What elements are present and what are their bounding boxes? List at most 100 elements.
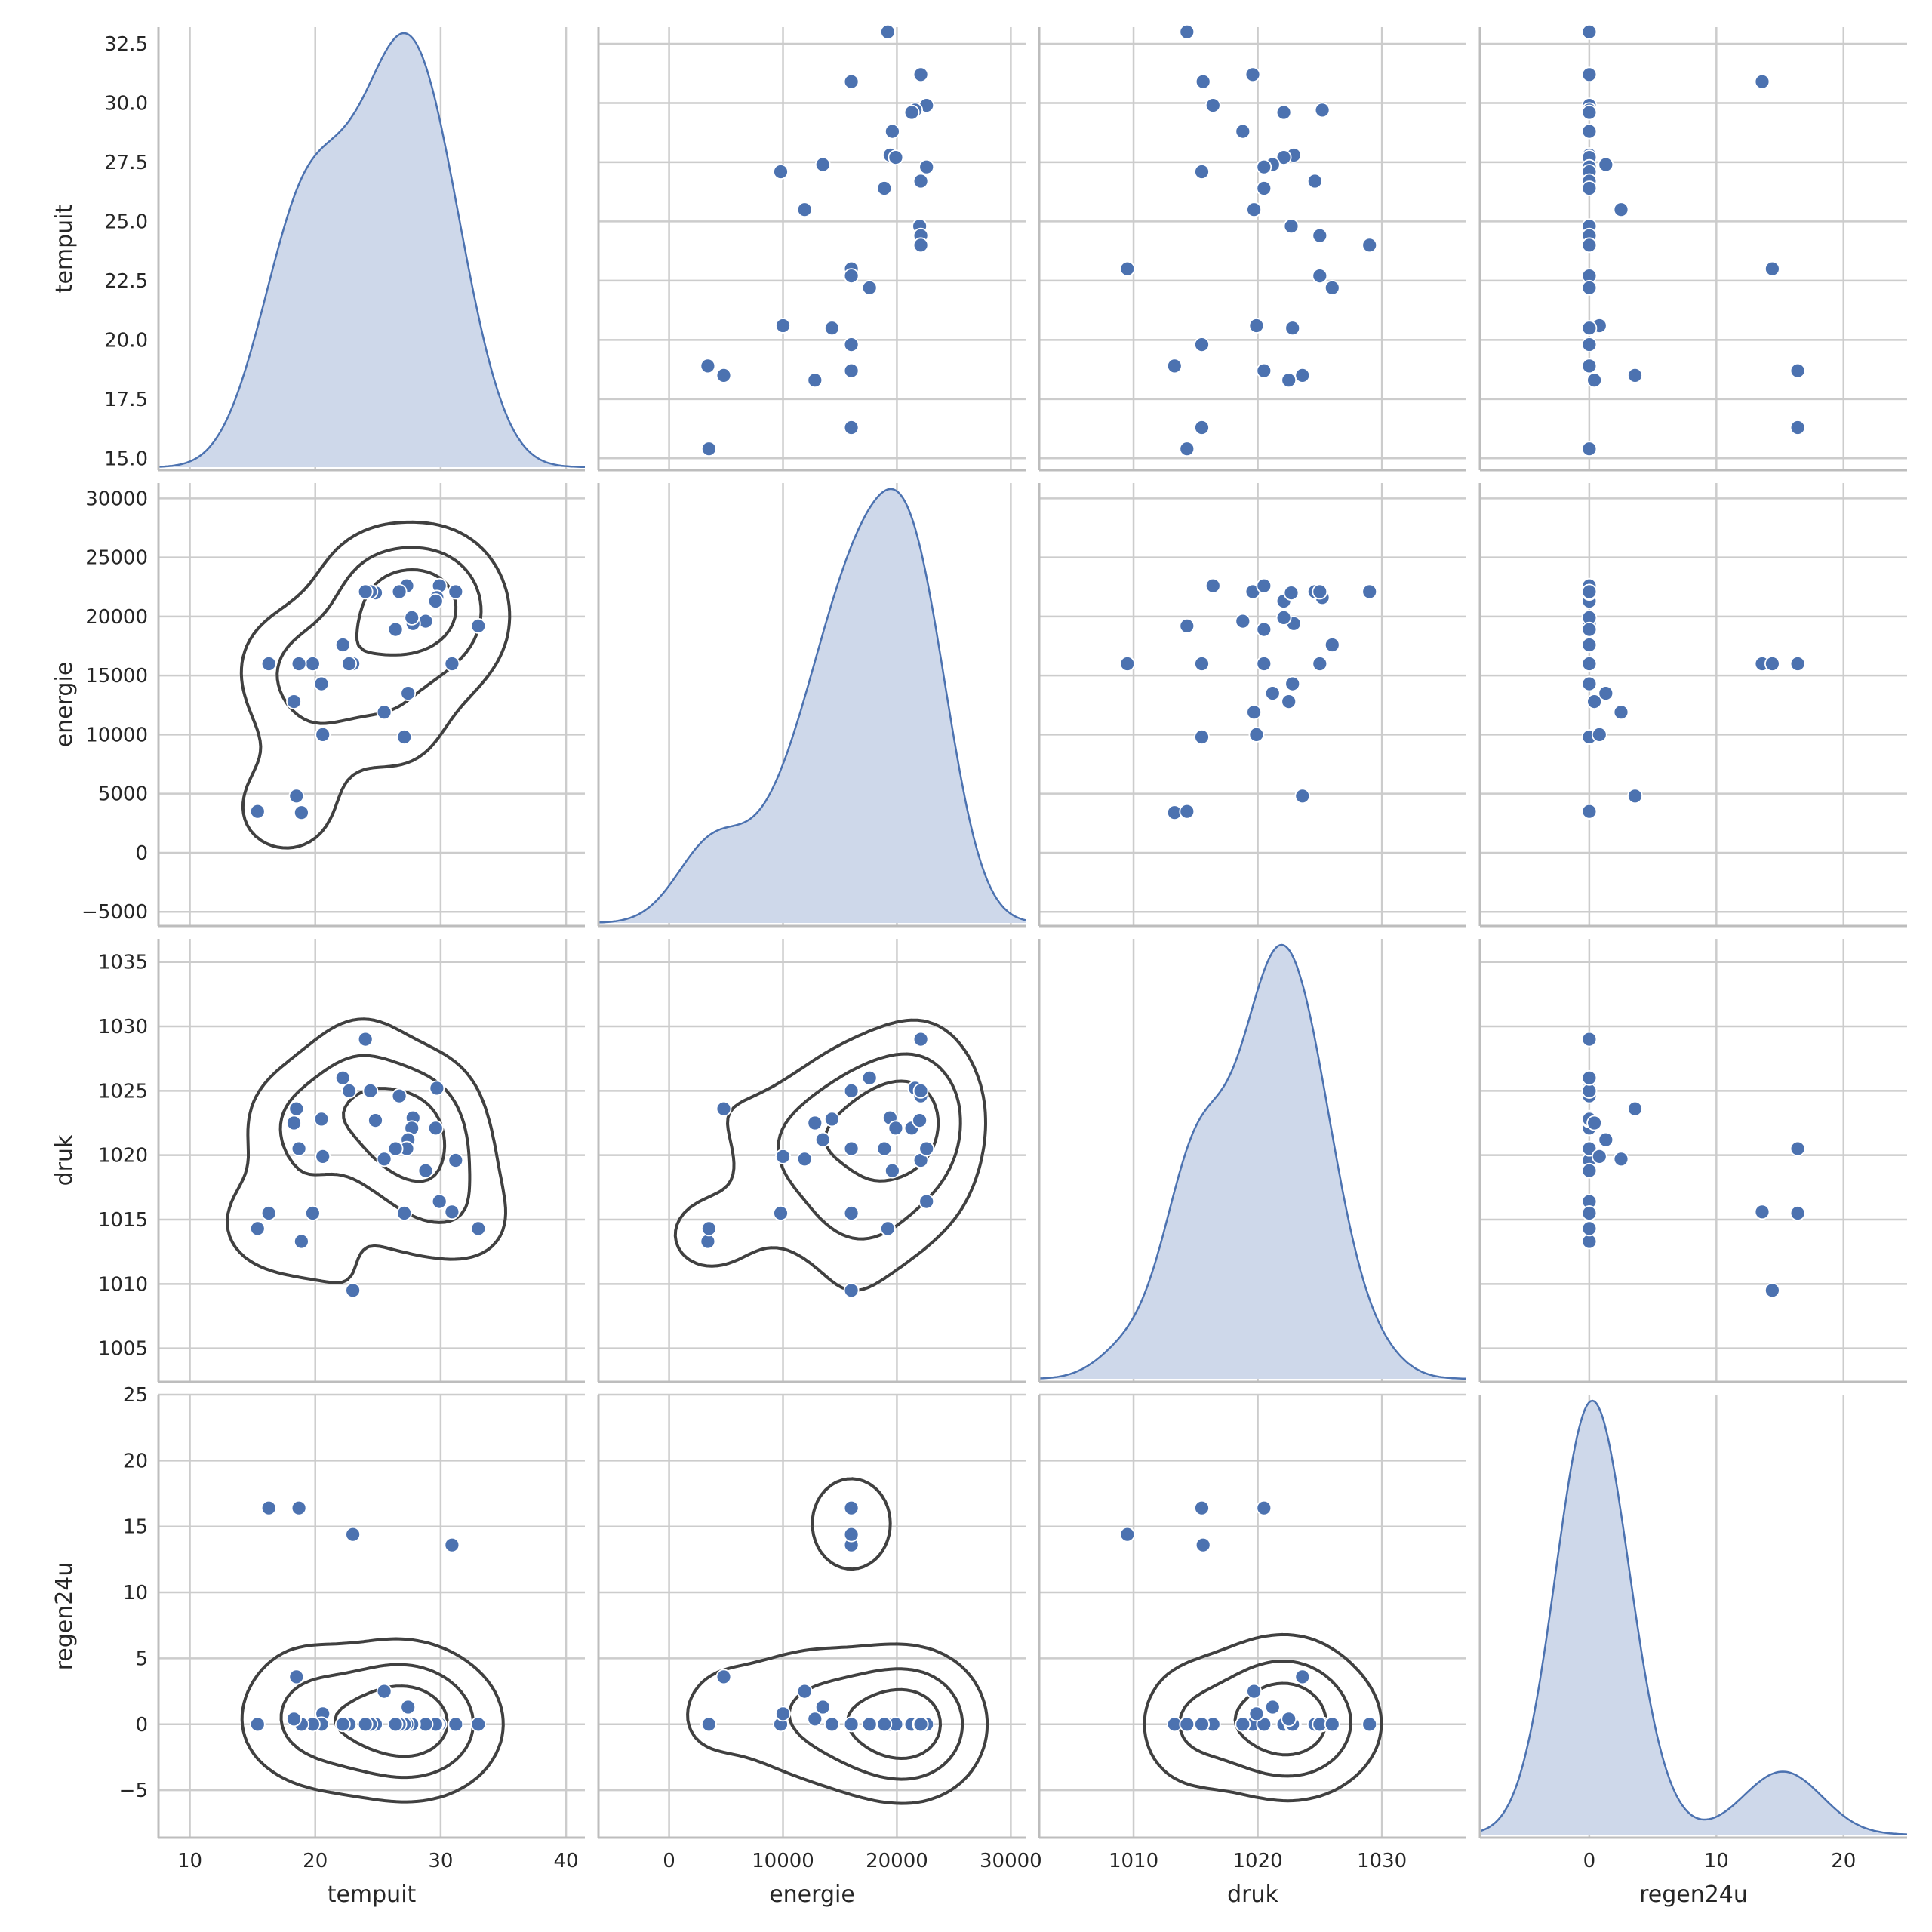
scatter-point — [417, 613, 434, 629]
scatter-point — [334, 1069, 351, 1086]
scatter-point — [1248, 318, 1265, 334]
scatter-point — [345, 1282, 361, 1299]
scatter-point — [1256, 362, 1272, 379]
ytick-label: 1005 — [98, 1338, 148, 1361]
scatter-point — [291, 1140, 307, 1157]
scatter-point — [843, 1140, 860, 1157]
scatter-point — [876, 180, 893, 196]
scatter-point — [880, 1220, 896, 1237]
scatter-point — [1581, 123, 1598, 140]
scatter-point — [843, 1083, 860, 1099]
scatter-point — [1264, 685, 1281, 701]
ytick-label: 15.0 — [104, 448, 148, 470]
ylabel-druk: druk — [51, 1134, 78, 1186]
scatter-point — [1581, 621, 1598, 638]
scatter-point — [1764, 656, 1780, 672]
scatter-point — [775, 1149, 791, 1164]
panel-energie-vs-druk — [1038, 483, 1466, 928]
scatter-point — [1195, 73, 1211, 90]
scatter-point — [843, 1716, 860, 1733]
scatter-point — [1275, 610, 1292, 626]
scatter-point — [1248, 727, 1265, 743]
ytick-label: 30000 — [85, 488, 148, 510]
scatter-point — [876, 1140, 893, 1157]
kde-contour-level-2 — [787, 1667, 964, 1781]
scatter-point — [249, 803, 266, 820]
scatter-point — [1789, 362, 1806, 379]
scatter-point — [396, 1205, 413, 1221]
kde-contour-level-1 — [1143, 1632, 1383, 1803]
ytick-label: 1015 — [98, 1209, 148, 1232]
scatter-point — [470, 1220, 487, 1237]
scatter-point — [700, 1233, 716, 1250]
scatter-point — [1283, 585, 1300, 601]
scatter-point — [345, 1526, 361, 1543]
scatter-point — [293, 1233, 309, 1250]
scatter-point — [1283, 218, 1300, 235]
scatter-point — [1591, 1149, 1607, 1164]
scatter-point — [807, 372, 823, 389]
scatter-point — [796, 202, 813, 218]
ytick-label: 20000 — [85, 606, 148, 629]
scatter-point — [1204, 577, 1221, 594]
ytick-label: 32.5 — [104, 33, 148, 56]
panel-regen24u-vs-energie — [597, 1393, 1026, 1839]
scatter-point — [775, 1706, 791, 1722]
scatter-point — [1119, 1526, 1136, 1543]
scatter-point — [1581, 23, 1598, 40]
kde-contour-level-2 — [1178, 1660, 1352, 1778]
scatter-point — [334, 1716, 351, 1733]
kde-contour-level-1 — [240, 1637, 505, 1804]
scatter-point — [1613, 1151, 1629, 1168]
xtick-label: 40 — [554, 1850, 579, 1872]
scatter-point — [1324, 1716, 1340, 1733]
scatter-point — [1581, 583, 1598, 600]
scatter-point — [1581, 441, 1598, 457]
scatter-point — [843, 1526, 860, 1543]
ytick-label: 15000 — [85, 665, 148, 688]
ytick-label: 5000 — [98, 783, 148, 806]
scatter-point — [1194, 1500, 1210, 1516]
scatter-point — [1581, 66, 1598, 83]
scatter-point — [1256, 1716, 1272, 1733]
ytick-label: 1035 — [98, 952, 148, 974]
ytick-label: 22.5 — [104, 270, 148, 293]
scatter-point — [1194, 337, 1210, 353]
kde-line-energie — [598, 488, 1026, 924]
scatter-point — [1194, 1716, 1210, 1733]
ylabel-tempuit: tempuit — [51, 204, 78, 293]
scatter-point — [1281, 372, 1297, 389]
xlabel-energie: energie — [769, 1881, 855, 1908]
xtick-label: 0 — [663, 1850, 675, 1872]
scatter-point — [775, 318, 791, 334]
scatter-point — [291, 656, 307, 672]
scatter-point — [387, 621, 404, 638]
scatter-point — [249, 1220, 266, 1237]
scatter-point — [1581, 104, 1598, 121]
xlabel-regen24u: regen24u — [1639, 1881, 1748, 1908]
scatter-point — [796, 1683, 813, 1700]
panel-regen24u-vs-regen24u — [1478, 1395, 1908, 1839]
scatter-point — [1194, 420, 1210, 435]
scatter-point — [288, 788, 305, 804]
scatter-point — [1246, 202, 1262, 218]
scatter-point — [1581, 279, 1598, 296]
scatter-point — [313, 1111, 330, 1128]
scatter-point — [376, 704, 392, 721]
scatter-point — [1754, 1204, 1770, 1220]
kde-contour-level-2 — [279, 1663, 475, 1780]
panel-tempuit-vs-druk — [1038, 23, 1466, 472]
scatter-point — [444, 1537, 460, 1553]
scatter-point — [429, 1080, 445, 1097]
scatter-point — [448, 1716, 464, 1733]
kde-fill-regen24u — [1480, 1401, 1907, 1835]
panel-tempuit-vs-regen24u — [1478, 23, 1907, 472]
scatter-point — [807, 1711, 823, 1727]
scatter-point — [861, 279, 878, 296]
scatter-point — [1194, 729, 1210, 745]
scatter-point — [1581, 1233, 1598, 1250]
scatter-point — [912, 1716, 929, 1733]
scatter-point — [304, 656, 321, 672]
scatter-point — [888, 149, 904, 166]
scatter-point — [1306, 173, 1323, 189]
